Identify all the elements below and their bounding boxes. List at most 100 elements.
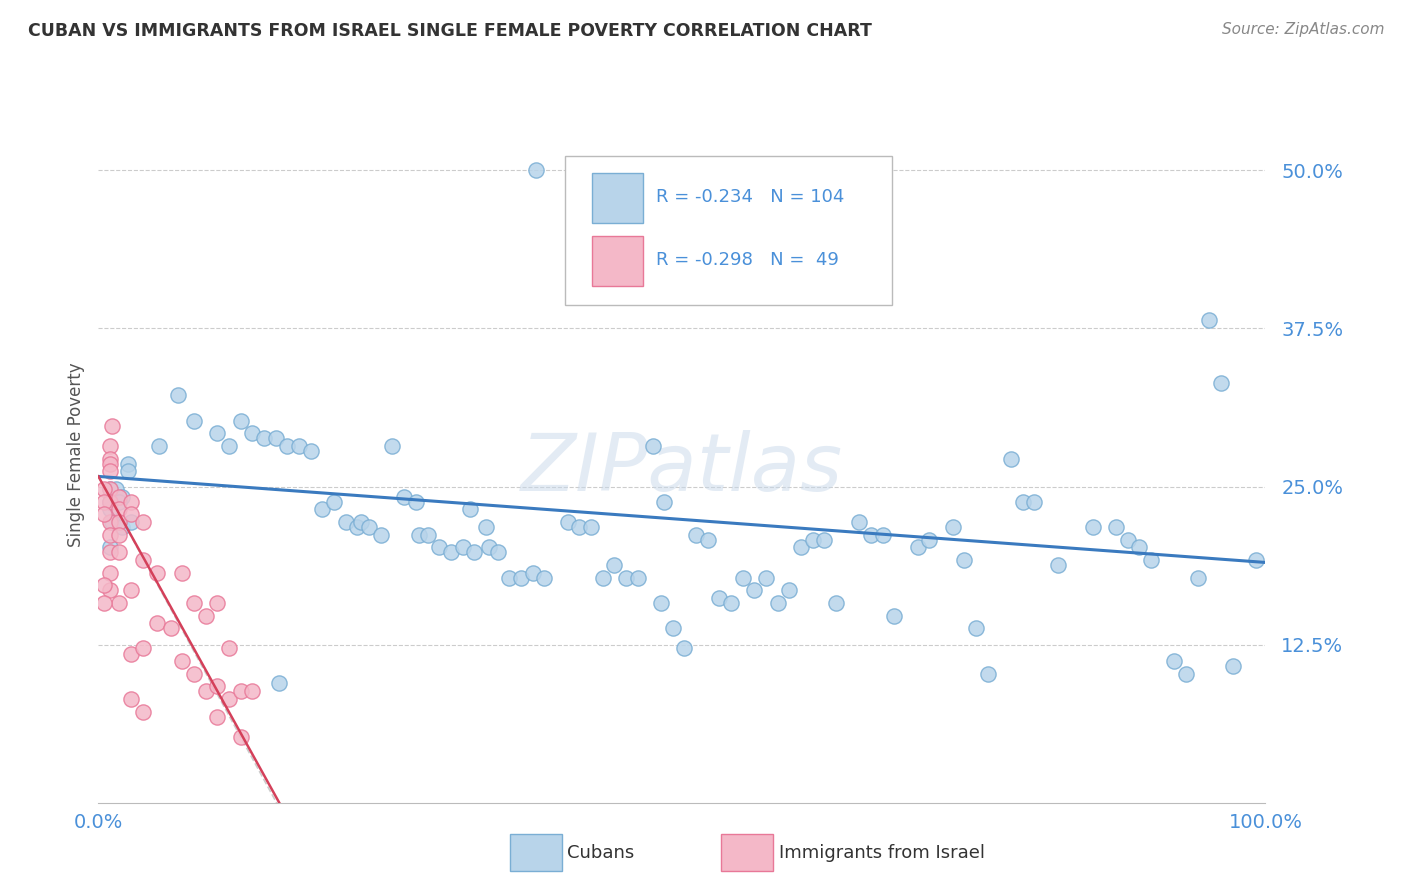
- Point: [132, 705, 155, 719]
- Point: [108, 596, 131, 610]
- Point: [101, 515, 124, 529]
- Point: [276, 439, 298, 453]
- Point: [117, 457, 139, 471]
- Point: [98, 583, 121, 598]
- Text: Cubans: Cubans: [567, 844, 634, 862]
- Point: [370, 527, 392, 541]
- Point: [108, 515, 131, 529]
- Point: [93, 508, 115, 522]
- Point: [98, 482, 121, 496]
- Point: [1011, 494, 1033, 508]
- Point: [120, 692, 142, 706]
- Point: [766, 596, 789, 610]
- Point: [1000, 451, 1022, 466]
- Point: [579, 520, 602, 534]
- Point: [673, 641, 696, 656]
- Text: R = -0.234   N = 104: R = -0.234 N = 104: [657, 188, 845, 206]
- Text: Immigrants from Israel: Immigrants from Israel: [779, 844, 986, 862]
- Point: [242, 684, 264, 698]
- Point: [359, 520, 381, 534]
- Point: [98, 482, 121, 496]
- Point: [1046, 558, 1069, 572]
- Point: [661, 621, 683, 635]
- Point: [859, 527, 882, 541]
- Point: [132, 553, 155, 567]
- Point: [918, 533, 941, 547]
- FancyBboxPatch shape: [592, 173, 644, 223]
- Point: [98, 527, 121, 541]
- Point: [335, 515, 357, 529]
- Point: [148, 439, 170, 453]
- Point: [408, 527, 430, 541]
- Point: [742, 583, 765, 598]
- Point: [405, 494, 427, 508]
- FancyBboxPatch shape: [565, 156, 891, 305]
- Point: [93, 578, 115, 592]
- Point: [1105, 520, 1128, 534]
- Point: [146, 566, 169, 580]
- Point: [685, 527, 707, 541]
- Point: [172, 654, 194, 668]
- Point: [120, 583, 142, 598]
- Point: [108, 490, 131, 504]
- Point: [1209, 376, 1232, 390]
- Point: [207, 426, 229, 441]
- Point: [475, 520, 498, 534]
- Point: [207, 710, 229, 724]
- Point: [709, 591, 731, 605]
- Point: [976, 666, 998, 681]
- Point: [883, 608, 905, 623]
- Point: [120, 515, 142, 529]
- Point: [641, 439, 664, 453]
- Point: [98, 451, 121, 466]
- Point: [1128, 541, 1150, 555]
- Point: [603, 558, 626, 572]
- Point: [218, 439, 240, 453]
- Point: [440, 545, 463, 559]
- Point: [108, 502, 131, 516]
- Point: [229, 684, 252, 698]
- Point: [1222, 659, 1244, 673]
- Point: [98, 545, 121, 559]
- Point: [98, 494, 121, 508]
- Point: [132, 515, 155, 529]
- Point: [299, 444, 322, 458]
- Point: [381, 439, 404, 453]
- Point: [755, 571, 778, 585]
- Point: [117, 464, 139, 478]
- Point: [1081, 520, 1104, 534]
- Point: [311, 502, 333, 516]
- Point: [159, 621, 181, 635]
- Point: [93, 596, 115, 610]
- Point: [1163, 654, 1185, 668]
- Point: [486, 545, 509, 559]
- Point: [98, 541, 121, 555]
- Point: [98, 502, 121, 516]
- Point: [120, 508, 142, 522]
- Point: [731, 571, 754, 585]
- Point: [269, 675, 291, 690]
- Point: [108, 494, 131, 508]
- Point: [451, 541, 474, 555]
- Point: [93, 482, 115, 496]
- Point: [498, 571, 520, 585]
- Point: [172, 566, 194, 580]
- Point: [350, 515, 373, 529]
- Point: [1140, 553, 1163, 567]
- Text: R = -0.298   N =  49: R = -0.298 N = 49: [657, 252, 839, 269]
- Point: [1187, 571, 1209, 585]
- Point: [953, 553, 976, 567]
- Point: [98, 566, 121, 580]
- Point: [98, 515, 121, 529]
- Point: [194, 608, 217, 623]
- Point: [1024, 494, 1046, 508]
- Point: [98, 494, 121, 508]
- Point: [416, 527, 439, 541]
- Point: [166, 388, 188, 402]
- Point: [101, 418, 124, 433]
- Point: [626, 571, 648, 585]
- Point: [478, 541, 501, 555]
- Point: [108, 490, 131, 504]
- Point: [1116, 533, 1139, 547]
- Point: [848, 515, 870, 529]
